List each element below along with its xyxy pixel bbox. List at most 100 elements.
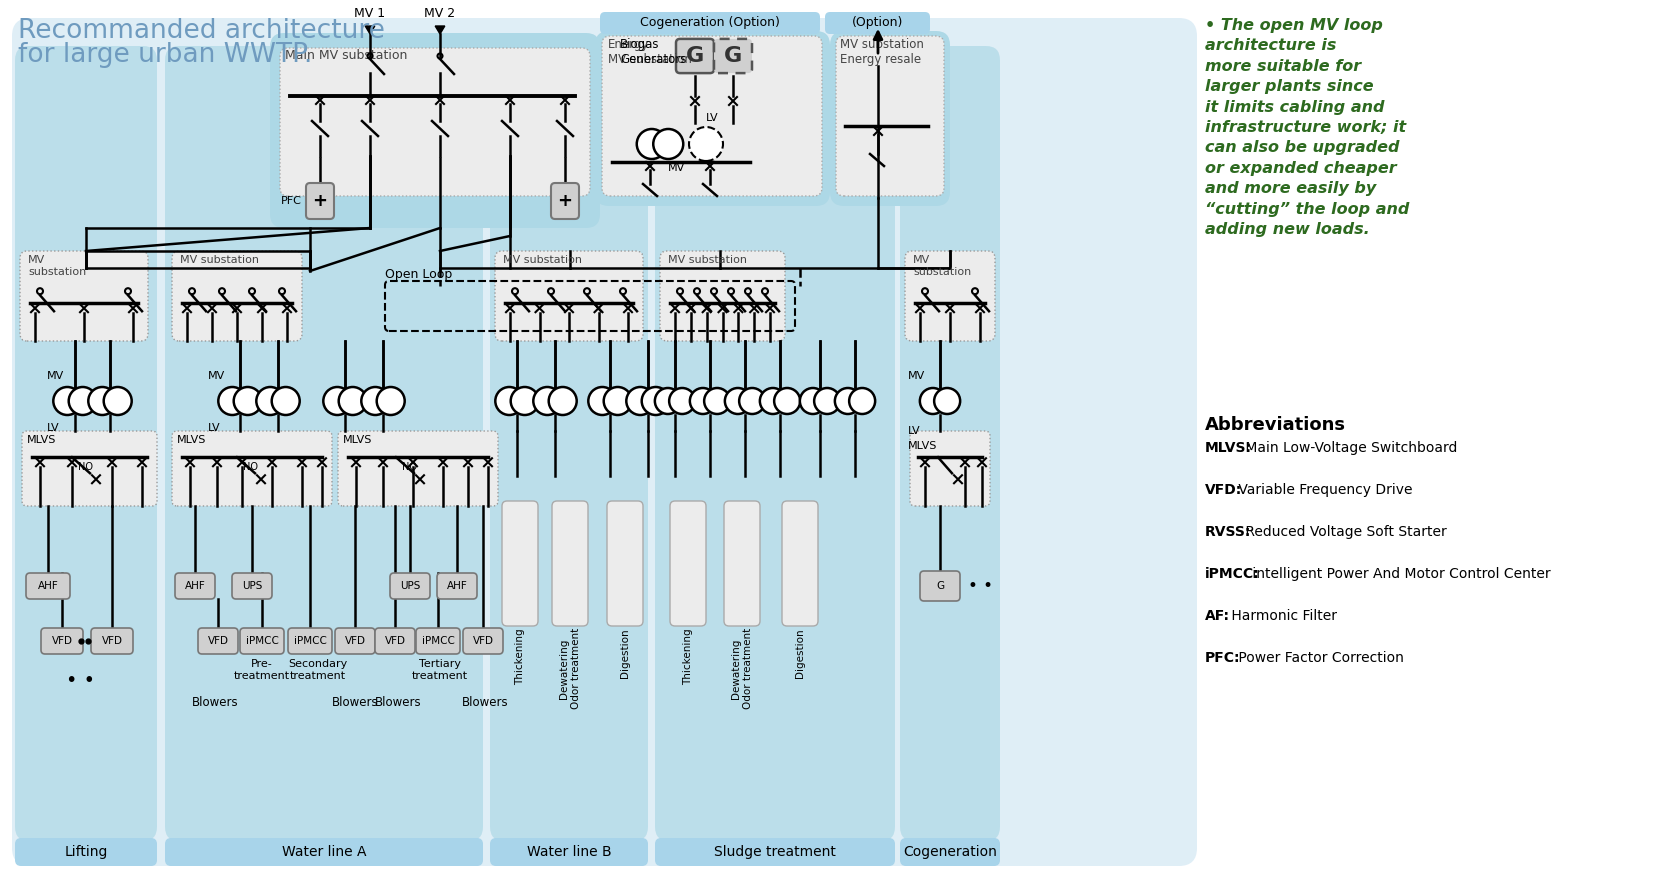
Circle shape <box>234 387 262 415</box>
Text: Lifting: Lifting <box>65 845 107 859</box>
FancyBboxPatch shape <box>271 33 600 228</box>
Text: MV
substation: MV substation <box>913 255 972 277</box>
Text: LV: LV <box>706 113 718 123</box>
Text: +: + <box>558 192 573 210</box>
Circle shape <box>104 387 132 415</box>
Text: Cogeneration: Cogeneration <box>903 845 997 859</box>
Text: Dewatering
Odor treatment: Dewatering Odor treatment <box>559 628 581 710</box>
Text: MLVS: MLVS <box>908 441 937 451</box>
Text: Blowers: Blowers <box>192 696 239 709</box>
FancyBboxPatch shape <box>20 251 149 341</box>
Text: Open Loop: Open Loop <box>386 268 453 281</box>
Circle shape <box>920 388 945 414</box>
Text: Digestion: Digestion <box>795 628 805 677</box>
Text: Energy
MV substation: Energy MV substation <box>608 38 691 66</box>
Text: MV: MV <box>668 163 685 173</box>
Text: UPS: UPS <box>242 581 262 591</box>
Text: • •: • • <box>969 577 994 595</box>
FancyBboxPatch shape <box>715 39 752 73</box>
Text: AHF: AHF <box>185 581 205 591</box>
Text: iPMCC:: iPMCC: <box>1206 567 1259 581</box>
Text: VFD: VFD <box>102 636 122 646</box>
Circle shape <box>740 388 765 414</box>
Text: LV: LV <box>209 423 220 433</box>
Text: Pre-
treatment: Pre- treatment <box>234 659 291 681</box>
Text: +: + <box>312 192 327 210</box>
Text: Secondary
treatment: Secondary treatment <box>289 659 347 681</box>
Circle shape <box>511 387 539 415</box>
Circle shape <box>339 387 367 415</box>
Circle shape <box>549 387 576 415</box>
Text: RVSS:: RVSS: <box>1206 525 1251 539</box>
Text: MLVS: MLVS <box>27 435 57 445</box>
Circle shape <box>690 127 723 161</box>
FancyBboxPatch shape <box>670 501 706 626</box>
Text: intelligent Power And Motor Control Center: intelligent Power And Motor Control Cent… <box>1247 567 1551 581</box>
Circle shape <box>705 388 730 414</box>
Text: PFC:: PFC: <box>1206 651 1241 665</box>
FancyBboxPatch shape <box>240 628 284 654</box>
FancyBboxPatch shape <box>232 573 272 599</box>
FancyBboxPatch shape <box>287 628 332 654</box>
Text: MV 2: MV 2 <box>424 7 456 20</box>
Text: Main MV substation: Main MV substation <box>286 49 407 62</box>
Text: AHF: AHF <box>446 581 468 591</box>
Circle shape <box>626 387 655 415</box>
Text: MV: MV <box>908 371 925 381</box>
Text: Thickening: Thickening <box>514 628 524 685</box>
Text: MLVS: MLVS <box>342 435 372 445</box>
Text: MV: MV <box>209 371 225 381</box>
FancyBboxPatch shape <box>175 573 215 599</box>
FancyBboxPatch shape <box>900 838 1000 866</box>
Text: VFD: VFD <box>207 636 229 646</box>
Text: Main Low-Voltage Switchboard: Main Low-Voltage Switchboard <box>1241 441 1458 455</box>
Text: AHF: AHF <box>38 581 58 591</box>
Text: MV substation
Energy resale: MV substation Energy resale <box>840 38 924 66</box>
FancyBboxPatch shape <box>825 12 930 34</box>
FancyBboxPatch shape <box>489 46 648 841</box>
Circle shape <box>219 387 245 415</box>
Text: (Option): (Option) <box>852 15 903 29</box>
Text: Water line B: Water line B <box>526 845 611 859</box>
Text: Biogas
Generators: Biogas Generators <box>620 38 686 66</box>
Text: NO: NO <box>78 462 94 472</box>
FancyBboxPatch shape <box>391 573 429 599</box>
Circle shape <box>89 387 117 415</box>
FancyBboxPatch shape <box>900 46 1000 841</box>
FancyBboxPatch shape <box>660 251 785 341</box>
Text: • •: • • <box>65 671 95 690</box>
Text: VFD: VFD <box>384 636 406 646</box>
Circle shape <box>655 388 681 414</box>
FancyBboxPatch shape <box>601 36 822 196</box>
FancyBboxPatch shape <box>416 628 459 654</box>
Text: MV substation: MV substation <box>503 255 583 265</box>
Text: UPS: UPS <box>399 581 421 591</box>
Circle shape <box>377 387 404 415</box>
Circle shape <box>815 388 840 414</box>
Text: AF:: AF: <box>1206 609 1231 623</box>
FancyBboxPatch shape <box>553 501 588 626</box>
Circle shape <box>775 388 800 414</box>
FancyBboxPatch shape <box>782 501 818 626</box>
Circle shape <box>760 388 787 414</box>
FancyBboxPatch shape <box>489 838 648 866</box>
Text: iPMCC: iPMCC <box>294 636 326 646</box>
FancyBboxPatch shape <box>15 46 157 841</box>
FancyBboxPatch shape <box>676 39 715 73</box>
Text: MV: MV <box>47 371 63 381</box>
Text: MV
substation: MV substation <box>28 255 87 277</box>
Circle shape <box>603 387 631 415</box>
FancyBboxPatch shape <box>595 31 830 206</box>
Text: VFD: VFD <box>344 636 366 646</box>
FancyBboxPatch shape <box>90 628 134 654</box>
Text: Reduced Voltage Soft Starter: Reduced Voltage Soft Starter <box>1241 525 1446 539</box>
Text: Variable Frequency Drive: Variable Frequency Drive <box>1234 483 1413 497</box>
FancyBboxPatch shape <box>463 628 503 654</box>
FancyBboxPatch shape <box>725 501 760 626</box>
FancyBboxPatch shape <box>15 838 157 866</box>
FancyBboxPatch shape <box>306 183 334 219</box>
FancyBboxPatch shape <box>655 46 895 841</box>
Text: LV: LV <box>47 423 60 433</box>
Text: LV: LV <box>908 426 920 436</box>
Text: Water line A: Water line A <box>282 845 366 859</box>
